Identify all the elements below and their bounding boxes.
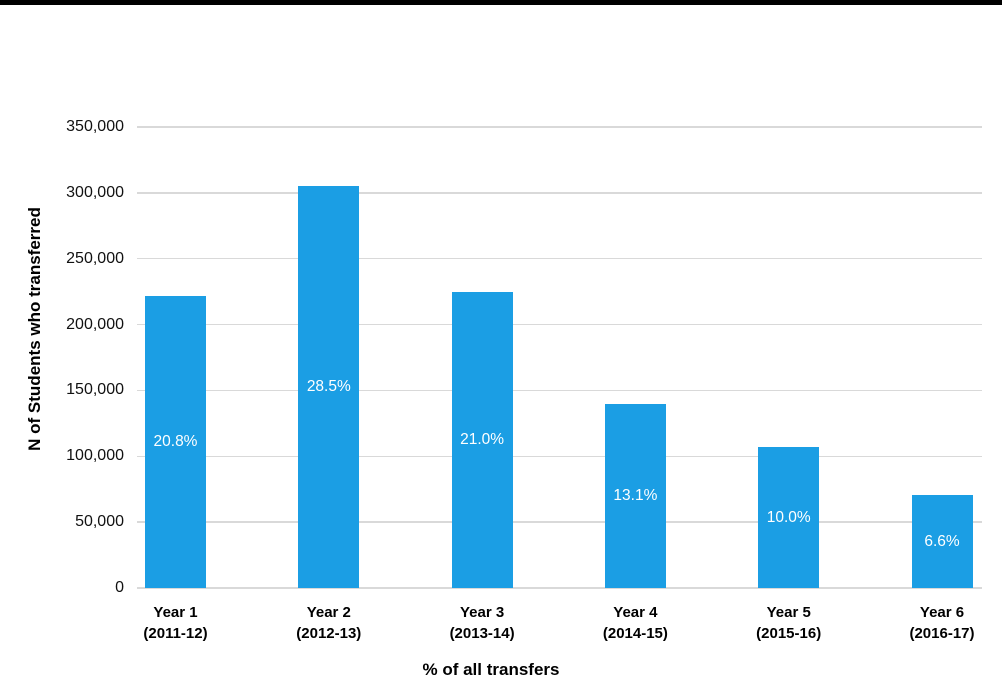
- bar-year-6: 6.6%: [911, 495, 973, 588]
- gridline: [137, 257, 982, 260]
- gridline: [137, 126, 982, 128]
- bar-value-label: 6.6%: [924, 532, 960, 550]
- x-category-label: Year 5 (2015-16): [756, 604, 822, 642]
- gridline: [137, 192, 982, 194]
- x-category-label: Year 6 (2016-17): [909, 604, 975, 642]
- y-tick-label: 300,000: [66, 183, 124, 201]
- y-tick-label: 350,000: [66, 118, 124, 135]
- x-category-label: Year 1 (2011-12): [143, 604, 208, 642]
- gridline: [137, 521, 982, 523]
- y-tick-label: 150,000: [66, 381, 124, 399]
- top-border-bar: [0, 0, 1002, 5]
- bar-year-4: 13.1%: [604, 403, 666, 588]
- y-tick-label: 250,000: [66, 249, 124, 267]
- x-category-label: Year 3 (2013-14): [449, 604, 515, 642]
- bar-value-label: 13.1%: [613, 486, 658, 504]
- bar-year-2: 28.5%: [298, 186, 360, 588]
- y-tick-label: 50,000: [75, 513, 124, 531]
- bar-value-label: 10.0%: [766, 508, 811, 526]
- y-tick-label: 0: [115, 579, 124, 596]
- bar-value-label: 21.0%: [460, 430, 505, 448]
- gridline: [137, 389, 982, 392]
- bar-year-3: 21.0%: [451, 291, 513, 588]
- bar-value-label: 28.5%: [306, 378, 351, 396]
- bar-year-5: 10.0%: [758, 447, 820, 588]
- x-axis-title: % of all transfers: [422, 660, 560, 679]
- x-category-label: Year 4 (2014-15): [602, 604, 668, 642]
- bar-year-1: 20.8%: [145, 295, 206, 588]
- gridline: [137, 587, 982, 589]
- x-category-label: Year 2 (2012-13): [296, 604, 362, 642]
- bar-value-label: 20.8%: [153, 432, 198, 450]
- y-tick-label: 200,000: [66, 315, 124, 333]
- gridline: [137, 323, 982, 326]
- gridline: [137, 455, 982, 458]
- y-tick-label: 100,000: [66, 447, 124, 465]
